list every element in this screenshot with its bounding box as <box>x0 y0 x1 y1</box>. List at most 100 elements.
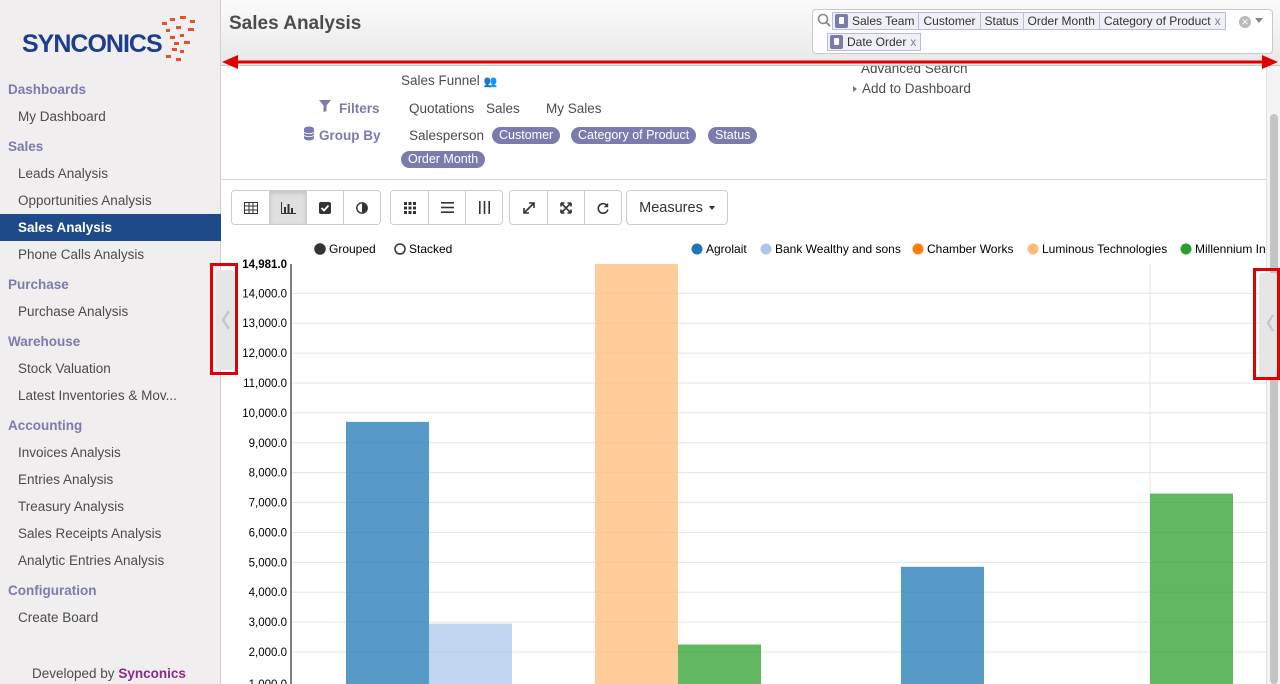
left-collapse-handle[interactable] <box>216 270 234 370</box>
legend-item-2[interactable]: Chamber Works <box>912 242 1014 256</box>
sales-funnel-filter[interactable]: Sales Funnel 👥 <box>401 73 498 88</box>
groupby-category-of-product[interactable]: Category of Product <box>571 127 697 144</box>
sidebar-item-leads-analysis[interactable]: Leads Analysis <box>18 166 109 181</box>
bar-3-1[interactable] <box>595 264 678 684</box>
facet-value: Date Order <box>847 35 907 49</box>
sidebar-item-create-board[interactable]: Create Board <box>18 610 99 625</box>
y-tick-label-partial: 1,000.0 <box>249 679 287 684</box>
fullscreen-button[interactable] <box>547 191 584 224</box>
bar-chart-view-button[interactable] <box>269 191 306 224</box>
chevron-left-icon <box>1266 314 1275 332</box>
y-tick-label-4: 6,000.0 <box>249 527 287 539</box>
expand-triangle-icon <box>853 86 857 93</box>
groupby-facet-icon <box>835 14 848 28</box>
legend-swatch-0 <box>691 243 703 255</box>
pie-view-button[interactable] <box>343 191 380 224</box>
search-box[interactable]: Sales Team Customer Status Order Month Categ… <box>812 9 1273 54</box>
filter-quotations[interactable]: Quotations <box>409 101 475 116</box>
bar-chart-icon <box>280 201 296 214</box>
legend-item-1[interactable]: Bank Wealthy and sons <box>760 242 901 256</box>
mode-label-0[interactable]: Grouped <box>329 242 376 256</box>
measures-dropdown[interactable]: Measures <box>626 190 728 225</box>
sidebar-nav: Dashboards My Dashboard Sales Leads Anal… <box>0 76 221 631</box>
groupby-salesperson[interactable]: Salesperson <box>409 128 485 143</box>
facet-value: Status <box>979 13 1023 29</box>
mode-label-1[interactable]: Stacked <box>409 242 452 256</box>
grid-layout-button[interactable] <box>391 191 428 224</box>
expand-icon <box>522 201 535 214</box>
sidebar-item-my-dashboard[interactable]: My Dashboard <box>18 109 106 124</box>
mode-radio-1[interactable] <box>394 243 406 255</box>
sidebar-item-sales-analysis[interactable]: Sales Analysis <box>0 214 221 241</box>
logo-text: SYNCONICS <box>22 30 163 58</box>
groupby-customer[interactable]: Customer <box>492 127 561 144</box>
developed-by-prefix: Developed by <box>32 666 115 681</box>
facet-value: Sales Team <box>852 14 915 28</box>
legend-swatch-3 <box>1027 243 1039 255</box>
section-dashboards: Dashboards <box>8 82 87 97</box>
y-tick-label-6: 8,000.0 <box>249 468 287 480</box>
search-dropdown-icon[interactable] <box>1255 18 1263 23</box>
sidebar-item-opportunities-analysis[interactable]: Opportunities Analysis <box>18 193 152 208</box>
facet-value: Customer <box>918 13 979 29</box>
sidebar-item-entries-analysis[interactable]: Entries Analysis <box>18 472 114 487</box>
bar-0-2[interactable] <box>901 566 984 684</box>
search-drawer: Sales Funnel 👥 Filters Quotations Sales M… <box>221 66 1267 180</box>
developed-by-link[interactable]: Synconics <box>118 666 186 681</box>
groupby-status[interactable]: Status <box>708 127 758 144</box>
y-tick-label-1: 3,000.0 <box>249 617 287 629</box>
action-group <box>509 190 622 225</box>
sidebar-item-analytic-entries-analysis[interactable]: Analytic Entries Analysis <box>18 553 165 568</box>
y-tick-label-13: 14,981.0 <box>242 259 287 271</box>
synconics-logo[interactable]: SYNCONICS <box>20 14 205 68</box>
scrollbar-thumb[interactable] <box>1270 114 1278 684</box>
groupby-facet[interactable]: Sales Team Customer Status Order Month Categ… <box>832 12 1226 30</box>
y-tick-label-2: 4,000.0 <box>249 587 287 599</box>
refresh-button[interactable] <box>584 191 621 224</box>
page-title: Sales Analysis <box>229 13 362 34</box>
advanced-search-link[interactable]: Advanced Search <box>861 66 968 75</box>
clear-search-icon[interactable]: ✕ <box>1239 16 1251 28</box>
view-mode-group <box>231 190 381 225</box>
table-view-button[interactable] <box>232 191 269 224</box>
add-to-dashboard-link[interactable]: Add to Dashboard <box>853 81 971 96</box>
sidebar-item-invoices-analysis[interactable]: Invoices Analysis <box>18 445 121 460</box>
grid-icon <box>403 201 416 214</box>
right-collapse-handle[interactable] <box>1259 273 1277 377</box>
legend-item-3[interactable]: Luminous Technologies <box>1027 242 1168 256</box>
facet-value: Order Month <box>1022 13 1099 29</box>
columns-layout-button[interactable] <box>465 191 502 224</box>
legend-label-3: Luminous Technologies <box>1042 242 1167 256</box>
pivot-view-button[interactable] <box>306 191 343 224</box>
remove-facet-icon[interactable]: x <box>1214 14 1221 28</box>
refresh-icon <box>597 202 609 214</box>
filter-my-sales[interactable]: My Sales <box>546 101 602 116</box>
remove-facet-icon[interactable]: x <box>910 35 917 49</box>
legend-label-2: Chamber Works <box>927 242 1013 256</box>
bar-4-3[interactable] <box>1150 493 1233 684</box>
bar-1-0[interactable] <box>429 623 512 684</box>
list-layout-button[interactable] <box>428 191 465 224</box>
filter-icon <box>319 100 331 112</box>
date-facet[interactable]: Date Order x <box>827 33 922 51</box>
legend-item-0[interactable]: Agrolait <box>691 242 748 256</box>
sidebar-item-sales-receipts-analysis[interactable]: Sales Receipts Analysis <box>18 526 162 541</box>
left-highlight-box <box>210 263 238 375</box>
chevron-left-icon <box>221 310 231 330</box>
users-icon: 👥 <box>483 76 498 88</box>
bar-0-0[interactable] <box>346 421 429 684</box>
group-by-label: Group By <box>319 128 381 143</box>
bar-4-1[interactable] <box>678 644 761 684</box>
mode-radio-0[interactable] <box>314 243 326 255</box>
expand-button[interactable] <box>510 191 547 224</box>
sidebar-item-treasury-analysis[interactable]: Treasury Analysis <box>18 499 125 514</box>
sidebar-item-latest-inventories[interactable]: Latest Inventories & Mov... <box>18 388 177 403</box>
groupby-order-month[interactable]: Order Month <box>401 151 486 168</box>
sidebar-item-stock-valuation[interactable]: Stock Valuation <box>18 361 111 376</box>
pie-icon <box>356 201 368 214</box>
sidebar-item-phone-calls-analysis[interactable]: Phone Calls Analysis <box>18 247 145 262</box>
filter-sales[interactable]: Sales <box>486 101 520 116</box>
legend-item-4[interactable]: Millennium In <box>1180 242 1266 256</box>
sidebar-item-purchase-analysis[interactable]: Purchase Analysis <box>18 304 129 319</box>
caret-down-icon <box>708 205 715 210</box>
